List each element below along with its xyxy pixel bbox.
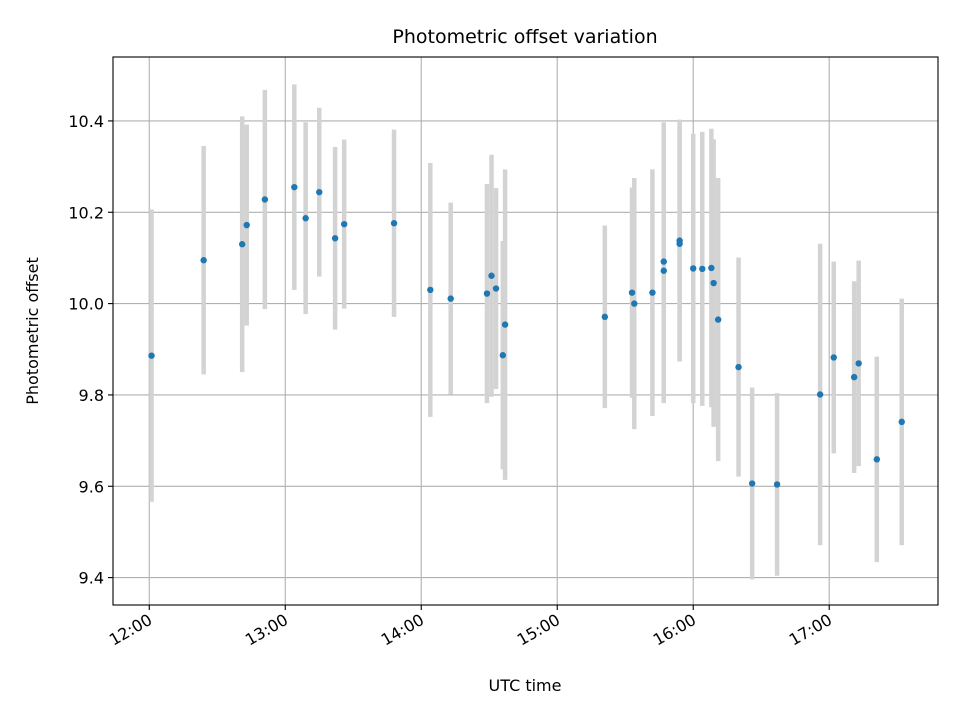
data-point — [699, 265, 706, 273]
data-point — [735, 363, 742, 371]
data-point — [628, 289, 636, 296]
y-axis: 9.4 9.6 9.8 10.0 10.2 10.4 — [68, 112, 113, 588]
x-axis: 12:00 13:00 14:00 15:00 16:00 17:00 — [106, 605, 835, 650]
data-point — [649, 289, 656, 296]
data-point — [773, 481, 781, 488]
data-points — [148, 183, 905, 488]
y-tick-label: 9.6 — [79, 477, 104, 496]
y-tick-label: 9.8 — [79, 386, 104, 405]
data-point — [243, 221, 250, 229]
data-point — [261, 196, 269, 203]
data-point — [708, 264, 715, 272]
data-point — [676, 240, 683, 247]
data-point — [601, 313, 609, 321]
data-point — [855, 360, 862, 367]
grid — [113, 57, 938, 605]
data-point — [710, 279, 717, 287]
x-tick-label: 15:00 — [514, 610, 563, 650]
x-axis-label: UTC time — [489, 676, 562, 695]
y-tick-label: 10.2 — [68, 203, 104, 222]
data-point — [331, 235, 339, 242]
data-point — [714, 316, 722, 323]
data-point — [488, 272, 495, 279]
y-tick-label: 10.4 — [68, 112, 104, 131]
data-point — [748, 480, 756, 487]
data-point — [148, 352, 155, 359]
y-tick-label: 10.0 — [68, 295, 104, 314]
data-point — [302, 215, 309, 222]
data-point — [501, 321, 509, 328]
data-point — [631, 300, 638, 307]
data-point — [316, 188, 323, 196]
data-point — [427, 286, 434, 294]
data-point — [660, 267, 667, 274]
data-point — [291, 183, 298, 191]
x-tick-label: 16:00 — [650, 610, 699, 650]
error-bars — [149, 84, 904, 580]
data-point — [816, 391, 824, 398]
x-tick-label: 14:00 — [378, 610, 427, 650]
x-tick-label: 13:00 — [242, 610, 291, 650]
data-point — [238, 241, 246, 248]
data-point — [499, 352, 507, 359]
chart-title: Photometric offset variation — [392, 26, 657, 48]
data-point — [850, 373, 858, 381]
data-point — [830, 354, 837, 361]
data-point — [447, 295, 454, 302]
data-point — [340, 220, 348, 228]
data-point — [390, 220, 398, 227]
data-point — [660, 258, 667, 265]
x-tick-label: 12:00 — [106, 610, 155, 650]
data-point — [483, 290, 491, 297]
y-tick-label: 9.4 — [79, 569, 104, 588]
data-point — [898, 418, 905, 426]
y-axis-label: Photometric offset — [23, 257, 42, 405]
plot-frame — [112, 56, 939, 606]
x-tick-label: 17:00 — [786, 610, 835, 650]
data-point — [200, 257, 207, 264]
data-point — [690, 265, 697, 272]
data-point — [873, 456, 881, 463]
data-point — [492, 285, 500, 292]
